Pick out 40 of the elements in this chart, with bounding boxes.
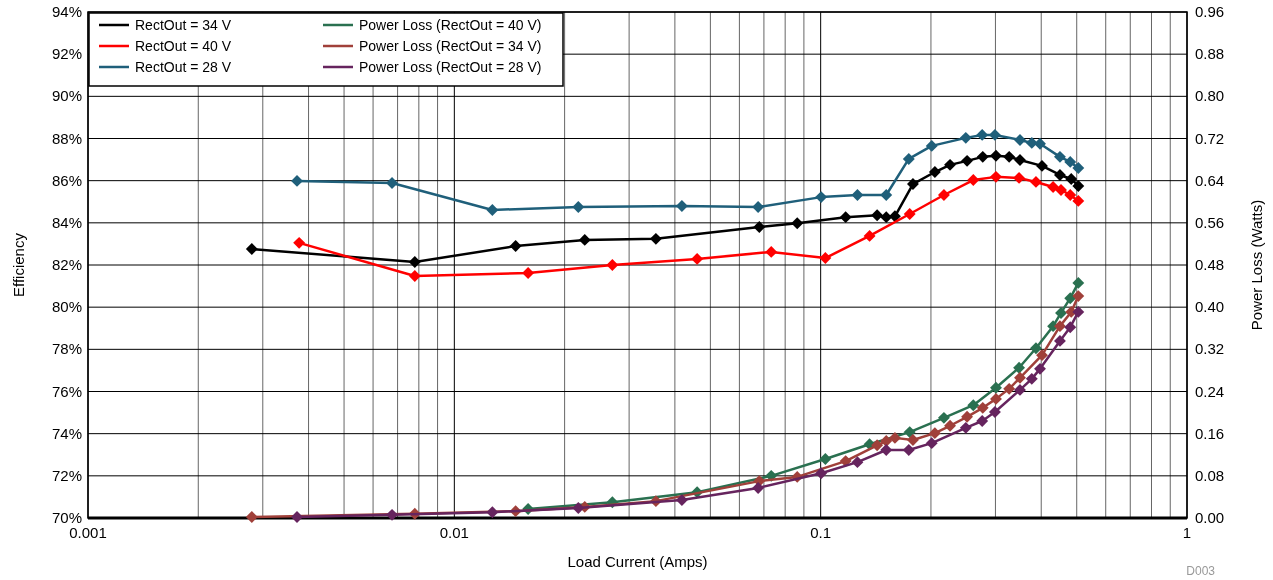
y2-tick-label: 0.32 <box>1195 340 1225 358</box>
y2-tick-label: 0.88 <box>1195 45 1225 63</box>
y-axis-title: Efficiency <box>10 232 27 297</box>
legend-label: RectOut = 34 V <box>135 17 232 33</box>
x-tick-label: 0.01 <box>439 524 469 541</box>
y2-tick-label: 0.64 <box>1195 171 1225 189</box>
y-tick-label: 90% <box>51 87 82 105</box>
y-tick-label: 84% <box>51 213 82 231</box>
y2-axis-title: Power Loss (Watts) <box>1248 199 1265 331</box>
y2-tick-label: 0.72 <box>1195 129 1225 147</box>
y2-tick-label: 0.56 <box>1195 213 1225 231</box>
y-tick-label: 82% <box>51 256 82 273</box>
x-tick-label: 0.001 <box>69 524 107 541</box>
y2-tick-label: 0.16 <box>1195 424 1225 442</box>
legend-label: Power Loss (RectOut = 40 V) <box>359 17 542 33</box>
legend-label: Power Loss (RectOut = 28 V) <box>359 59 542 75</box>
y2-tick-label: 0.48 <box>1195 256 1225 273</box>
y-tick-label: 76% <box>51 382 82 400</box>
y-tick-label: 86% <box>51 171 82 189</box>
x-tick-label: 0.1 <box>810 524 832 541</box>
y2-tick-label: 0.24 <box>1195 382 1225 400</box>
y-tick-label: 74% <box>51 424 82 442</box>
y-tick-label: 88% <box>51 129 82 147</box>
y2-tick-label: 0.96 <box>1195 3 1225 20</box>
legend-label: RectOut = 28 V <box>135 59 232 75</box>
legend-label: Power Loss (RectOut = 34 V) <box>359 38 542 54</box>
legend-label: RectOut = 40 V <box>135 38 232 54</box>
y-tick-label: 80% <box>51 298 82 316</box>
x-tick-label: 1 <box>1182 524 1192 541</box>
text: D003 <box>1186 564 1216 578</box>
y-tick-label: 78% <box>51 340 82 358</box>
y-tick-label: 72% <box>51 466 82 484</box>
y2-tick-label: 0.08 <box>1195 466 1225 484</box>
y2-tick-label: 0.40 <box>1195 298 1225 316</box>
y-tick-label: 70% <box>51 509 82 526</box>
y2-tick-label: 0.00 <box>1195 509 1225 526</box>
x-axis-title: Load Current (Amps) <box>567 553 708 570</box>
y-tick-label: 94% <box>51 3 82 20</box>
y-tick-label: 92% <box>51 45 82 63</box>
y2-tick-label: 0.80 <box>1195 87 1225 105</box>
